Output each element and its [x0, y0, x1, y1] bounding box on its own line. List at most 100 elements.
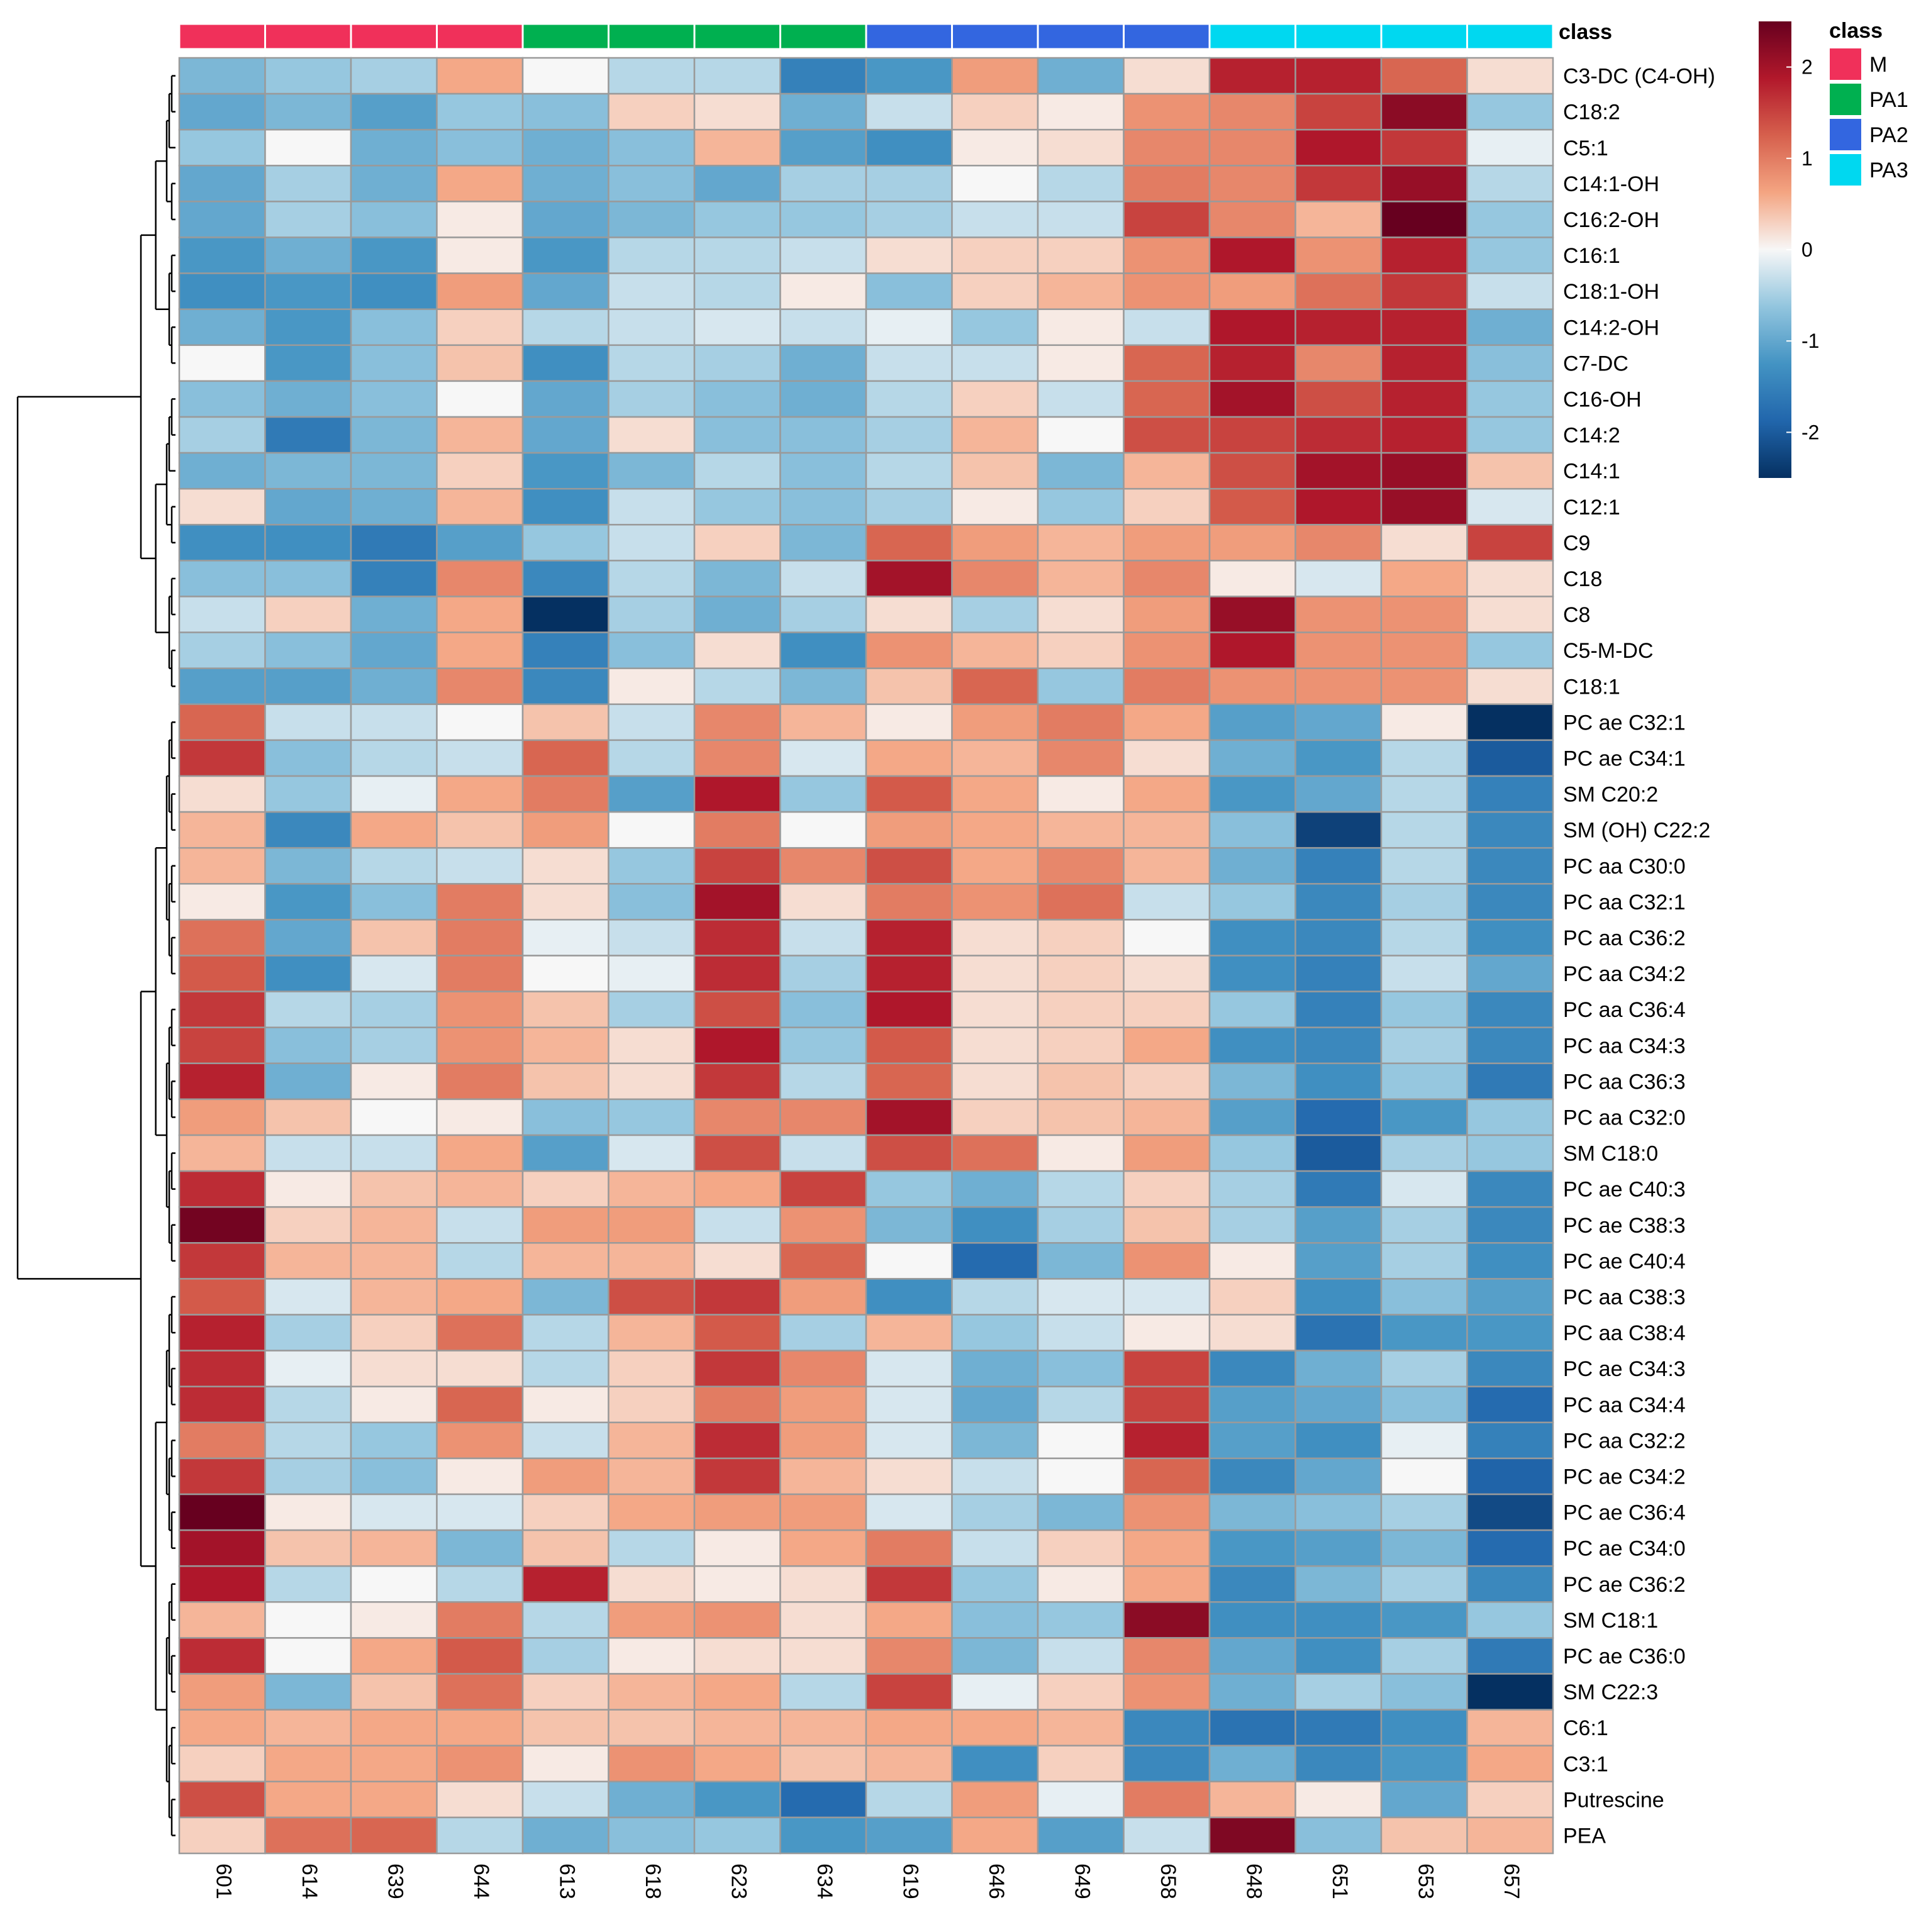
- heatmap-cell: [1380, 560, 1468, 597]
- heatmap-cell: [951, 1098, 1039, 1136]
- heatmap-cell: [178, 596, 266, 633]
- heatmap-cell: [264, 1242, 352, 1280]
- heatmap-cell: [1208, 165, 1296, 203]
- heatmap-cell: [350, 1745, 438, 1783]
- heatmap-cell: [264, 1062, 352, 1101]
- heatmap-cell: [1466, 703, 1554, 741]
- heatmap-cell: [865, 380, 953, 418]
- heatmap-cell: [1123, 596, 1211, 633]
- heatmap-cell: [779, 344, 867, 382]
- heatmap-cell: [264, 1493, 352, 1531]
- heatmap-cell: [1208, 1780, 1296, 1819]
- heatmap-cell: [350, 811, 438, 849]
- heatmap-cell: [779, 667, 867, 706]
- heatmap-cell: [1208, 201, 1296, 238]
- heatmap-cell: [264, 1421, 352, 1460]
- column-label: 644: [469, 1863, 493, 1899]
- heatmap-cell: [1208, 560, 1296, 597]
- heatmap-cell: [178, 1026, 266, 1065]
- heatmap-cell: [1380, 1529, 1468, 1567]
- row-label: C3-DC (C4-OH): [1563, 65, 1715, 89]
- heatmap-cell: [521, 1134, 610, 1172]
- heatmap-cell: [1208, 775, 1296, 813]
- heatmap-cell: [693, 380, 781, 418]
- heatmap-cell: [693, 272, 781, 310]
- heatmap-cell: [1380, 631, 1468, 669]
- heatmap-cell: [1037, 1026, 1125, 1065]
- row-label: PC aa C34:3: [1563, 1034, 1686, 1058]
- column-label: 646: [984, 1863, 1008, 1899]
- heatmap-cell: [693, 128, 781, 167]
- class-bar-cell: [779, 23, 867, 50]
- heatmap-cell: [693, 1170, 781, 1208]
- heatmap-cell: [264, 811, 352, 849]
- heatmap-cell: [1208, 1314, 1296, 1352]
- heatmap-cell: [436, 739, 524, 777]
- heatmap-cell: [436, 596, 524, 633]
- heatmap-cell: [1123, 1529, 1211, 1567]
- heatmap-cell: [865, 416, 953, 454]
- heatmap-cell: [264, 667, 352, 706]
- row-label: C5-M-DC: [1563, 639, 1654, 663]
- heatmap-cell: [865, 1134, 953, 1172]
- heatmap-cell: [1466, 1816, 1554, 1855]
- heatmap-cell: [865, 1350, 953, 1387]
- heatmap-cell: [779, 1242, 867, 1280]
- heatmap-cell: [1037, 1709, 1125, 1746]
- heatmap-cell: [693, 1278, 781, 1316]
- heatmap-cell: [1294, 1134, 1383, 1172]
- heatmap-cell: [779, 1098, 867, 1136]
- heatmap-cell: [436, 308, 524, 347]
- row-label: PC aa C36:2: [1563, 926, 1686, 950]
- heatmap-cell: [436, 1278, 524, 1316]
- heatmap-cell: [608, 1098, 696, 1136]
- heatmap-cell: [264, 416, 352, 454]
- heatmap-cell: [1208, 1134, 1296, 1172]
- heatmap-cell: [1123, 128, 1211, 167]
- heatmap-cell: [693, 1026, 781, 1065]
- heatmap-cell: [264, 1026, 352, 1065]
- heatmap-cell: [436, 1529, 524, 1567]
- heatmap-cell: [1037, 524, 1125, 562]
- heatmap-cell: [779, 1709, 867, 1746]
- heatmap-cell: [1123, 811, 1211, 849]
- heatmap-cell: [1208, 631, 1296, 669]
- heatmap-cell: [1380, 201, 1468, 238]
- heatmap-cell: [521, 57, 610, 95]
- heatmap-cell: [1380, 1098, 1468, 1136]
- heatmap-cell: [178, 236, 266, 274]
- heatmap-cell: [608, 1242, 696, 1280]
- heatmap-cell: [951, 1026, 1039, 1065]
- class-legend: class M PA1 PA2 PA3: [1829, 19, 1908, 187]
- class-bar-cell: [1380, 23, 1468, 50]
- row-label: C16-OH: [1563, 387, 1642, 411]
- heatmap-cell: [608, 1745, 696, 1783]
- heatmap-cell: [608, 272, 696, 310]
- column-label: 614: [298, 1863, 321, 1899]
- heatmap-cell: [1294, 1529, 1383, 1567]
- heatmap-cell: [608, 1709, 696, 1746]
- heatmap-cell: [350, 775, 438, 813]
- heatmap-cell: [779, 92, 867, 131]
- heatmap-cell: [521, 1457, 610, 1496]
- heatmap-cell: [608, 847, 696, 885]
- heatmap-cell: [1294, 1709, 1383, 1746]
- heatmap-cell: [1466, 128, 1554, 167]
- heatmap-cell: [1208, 1170, 1296, 1208]
- heatmap-cell: [521, 1206, 610, 1244]
- heatmap-cell: [865, 487, 953, 526]
- heatmap-cell: [1380, 1673, 1468, 1711]
- heatmap-cell: [1380, 703, 1468, 741]
- heatmap-cell: [951, 1350, 1039, 1387]
- heatmap-cell: [865, 1637, 953, 1675]
- heatmap-cell: [1123, 165, 1211, 203]
- heatmap-cell: [865, 92, 953, 131]
- heatmap-cell: [436, 1601, 524, 1639]
- heatmap-cell: [178, 775, 266, 813]
- heatmap-cell: [1208, 236, 1296, 274]
- heatmap-cell: [1123, 1278, 1211, 1316]
- heatmap-cell: [865, 1601, 953, 1639]
- heatmap-cell: [951, 1601, 1039, 1639]
- heatmap-cell: [1294, 631, 1383, 669]
- heatmap-cell: [951, 1421, 1039, 1460]
